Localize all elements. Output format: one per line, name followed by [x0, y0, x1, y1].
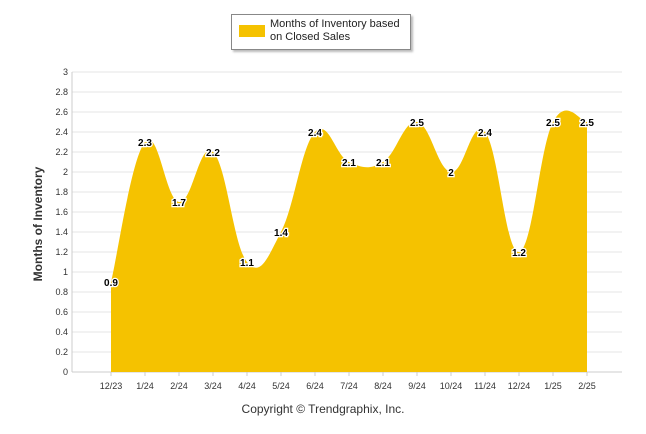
- data-label: 2.4: [308, 128, 322, 139]
- x-tick-label: 11/24: [474, 381, 496, 391]
- data-label: 2.5: [580, 118, 594, 129]
- data-label: 0.9: [104, 278, 118, 289]
- data-label: 2: [448, 168, 454, 179]
- x-tick-label: 5/24: [272, 381, 290, 391]
- y-axis-label: Months of Inventory: [31, 166, 45, 281]
- copyright-text: Copyright © Trendgraphix, Inc.: [241, 402, 405, 416]
- x-tick-label: 12/24: [508, 381, 531, 391]
- data-label: 1.4: [274, 228, 288, 239]
- y-tick-label: 1.6: [55, 207, 68, 217]
- x-tick-label: 8/24: [374, 381, 392, 391]
- y-tick-label: 0.6: [55, 307, 68, 317]
- y-tick-label: 0.4: [55, 327, 68, 337]
- x-tick-label: 1/24: [136, 381, 154, 391]
- y-tick-label: 3: [63, 67, 68, 77]
- data-label: 2.1: [376, 158, 390, 169]
- data-label: 2.5: [546, 118, 560, 129]
- data-label: 2.1: [342, 158, 356, 169]
- y-tick-label: 2.6: [55, 107, 68, 117]
- data-label: 2.3: [138, 138, 152, 149]
- data-label: 1.7: [172, 198, 186, 209]
- x-tick-label: 9/24: [408, 381, 426, 391]
- data-label: 2.4: [478, 128, 492, 139]
- data-label: 1.1: [240, 258, 254, 269]
- y-tick-label: 1.8: [55, 187, 68, 197]
- y-tick-label: 2: [63, 167, 68, 177]
- y-tick-label: 0: [63, 367, 68, 377]
- legend: Months of Inventory based on Closed Sale…: [231, 14, 411, 50]
- y-tick-label: 1: [63, 267, 68, 277]
- x-tick-label: 12/23: [100, 381, 123, 391]
- y-tick-label: 2.8: [55, 87, 68, 97]
- x-tick-label: 2/25: [578, 381, 596, 391]
- x-tick-label: 2/24: [170, 381, 188, 391]
- y-tick-label: 2.2: [55, 147, 68, 157]
- y-tick-label: 0.2: [55, 347, 68, 357]
- data-labels: 0.9 2.3 1.7 2.2 1.1 1.4 2.4 2.1 2.1 2.5 2 2.4 1.2 2.5…: [103, 117, 596, 291]
- y-tick-label: 1.2: [55, 247, 68, 257]
- legend-label: Months of Inventory based on Closed Sale…: [270, 18, 400, 43]
- legend-swatch: [239, 25, 265, 37]
- x-tick-label: 10/24: [440, 381, 463, 391]
- data-label: 2.2: [206, 148, 220, 159]
- x-tick-label: 3/24: [204, 381, 222, 391]
- data-label: 2.5: [410, 118, 424, 129]
- x-tick-label: 7/24: [340, 381, 358, 391]
- y-tick-label: 0.8: [55, 287, 68, 297]
- x-tick-label: 4/24: [238, 381, 256, 391]
- x-axis-ticks: 12/23 1/24 2/24 3/24 4/24 5/24 6/24 7/24 8/24 9/2…: [100, 372, 596, 391]
- data-label: 1.2: [512, 248, 526, 259]
- x-tick-label: 1/25: [544, 381, 562, 391]
- y-tick-label: 2.4: [55, 127, 68, 137]
- y-axis-ticks: 0 0.2 0.4 0.6 0.8 1 1.2 1.4 1.6 1.8 2 2.2 2.4 2.6 2.8 3: [55, 67, 68, 377]
- y-tick-label: 1.4: [55, 227, 68, 237]
- series-area: [111, 110, 587, 372]
- x-tick-label: 6/24: [306, 381, 324, 391]
